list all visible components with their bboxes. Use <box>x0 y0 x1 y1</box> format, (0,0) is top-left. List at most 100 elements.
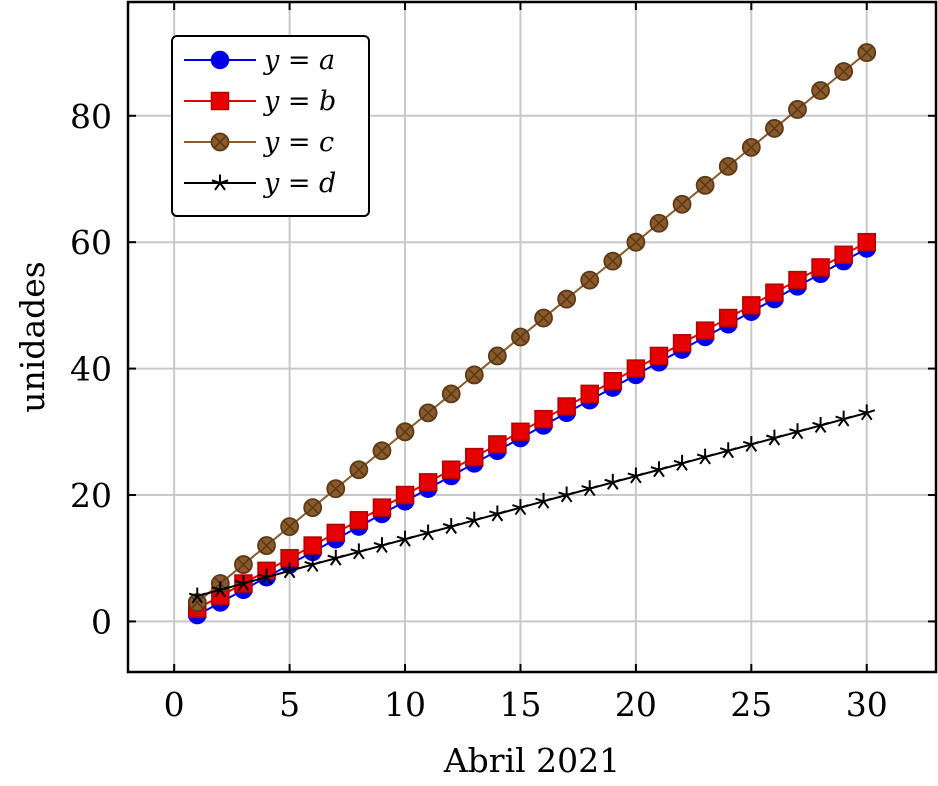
data-point <box>350 543 368 560</box>
data-point <box>626 232 646 252</box>
x-tick-label: 20 <box>615 685 657 724</box>
x-tick-label: 15 <box>499 685 541 724</box>
data-point <box>535 492 552 509</box>
data-point <box>580 270 600 290</box>
data-point <box>511 422 530 442</box>
legend-entry: y = b <box>184 86 336 117</box>
data-point <box>719 442 737 459</box>
legend-entries: y = a y = b y = c y = d <box>184 45 336 199</box>
legend-entry: y = c <box>184 127 334 158</box>
data-point <box>695 175 715 195</box>
y-tick-label: 0 <box>91 602 112 641</box>
data-point <box>211 581 229 598</box>
series-layer <box>187 43 877 625</box>
x-tick-label: 10 <box>384 685 426 724</box>
data-point <box>673 454 691 471</box>
data-point <box>372 441 392 461</box>
data-point <box>326 523 346 543</box>
data-point <box>696 448 714 465</box>
data-point <box>326 479 346 499</box>
x-axis-title: Abril 2021 <box>443 741 620 780</box>
data-point <box>718 156 738 176</box>
data-point <box>581 480 599 497</box>
data-point <box>603 251 623 271</box>
data-point <box>349 511 369 530</box>
data-point <box>766 429 783 446</box>
legend-label: y = c <box>263 127 334 158</box>
data-point <box>418 403 438 423</box>
legend-box <box>171 35 370 217</box>
data-point <box>626 359 646 378</box>
data-point <box>858 404 876 421</box>
data-point <box>235 575 252 591</box>
data-point <box>557 397 576 416</box>
data-point <box>373 537 391 554</box>
legend-marker <box>211 174 229 191</box>
series-4 <box>188 404 876 604</box>
data-point <box>395 422 415 442</box>
data-point <box>857 232 876 252</box>
data-point <box>488 505 506 522</box>
legend: y = a y = b y = c y = d <box>171 35 370 217</box>
data-point <box>372 498 392 517</box>
legend-marker <box>210 132 230 152</box>
legend-label: y = d <box>263 168 336 199</box>
data-point <box>604 473 622 490</box>
x-tick-label: 0 <box>164 685 185 724</box>
y-tick-label: 40 <box>70 350 112 389</box>
ticks: 0 5 10 15 20 25 30 0 20 40 60 80 <box>70 2 936 724</box>
data-point <box>465 447 484 467</box>
x-tick-label: 5 <box>279 685 300 724</box>
data-point <box>742 435 760 452</box>
data-point <box>419 524 437 541</box>
data-point <box>742 296 761 315</box>
data-point <box>349 460 369 480</box>
data-point <box>558 486 576 503</box>
data-point <box>627 467 645 484</box>
data-point <box>834 245 853 265</box>
data-point <box>650 461 668 478</box>
data-point <box>464 365 484 385</box>
data-point <box>488 435 507 454</box>
x-tick-label: 25 <box>730 685 772 724</box>
data-point <box>834 62 854 81</box>
data-point <box>257 536 276 555</box>
data-point <box>258 568 275 585</box>
legend-entry: y = a <box>184 45 335 76</box>
data-point <box>442 518 460 535</box>
data-point <box>441 460 461 479</box>
data-point <box>741 137 761 157</box>
data-point <box>649 213 669 233</box>
data-point <box>511 327 530 347</box>
data-point <box>281 562 298 579</box>
y-axis-title: unidades <box>13 261 52 412</box>
legend-label: y = b <box>263 86 336 117</box>
series-2 <box>188 232 876 619</box>
data-point <box>649 346 669 366</box>
data-point <box>534 409 553 429</box>
data-point <box>789 423 806 440</box>
data-point <box>534 308 553 328</box>
data-point <box>441 384 461 404</box>
data-point <box>303 536 322 555</box>
data-point <box>788 100 807 119</box>
data-point <box>304 556 322 573</box>
data-point <box>672 194 692 214</box>
data-point <box>672 334 692 353</box>
plot-frame <box>126 0 938 674</box>
legend-entry: y = d <box>184 168 336 199</box>
data-point <box>765 119 784 138</box>
data-point <box>812 416 829 433</box>
y-tick-label: 60 <box>70 223 112 262</box>
data-point <box>188 587 206 604</box>
legend-label: y = a <box>263 45 335 76</box>
data-point <box>327 549 345 566</box>
y-tick-label: 80 <box>70 97 112 136</box>
data-point <box>303 498 323 518</box>
data-point <box>395 485 415 505</box>
data-point <box>234 555 253 574</box>
data-point <box>487 346 507 366</box>
data-point <box>788 270 807 290</box>
x-tick-label: 30 <box>846 685 888 724</box>
